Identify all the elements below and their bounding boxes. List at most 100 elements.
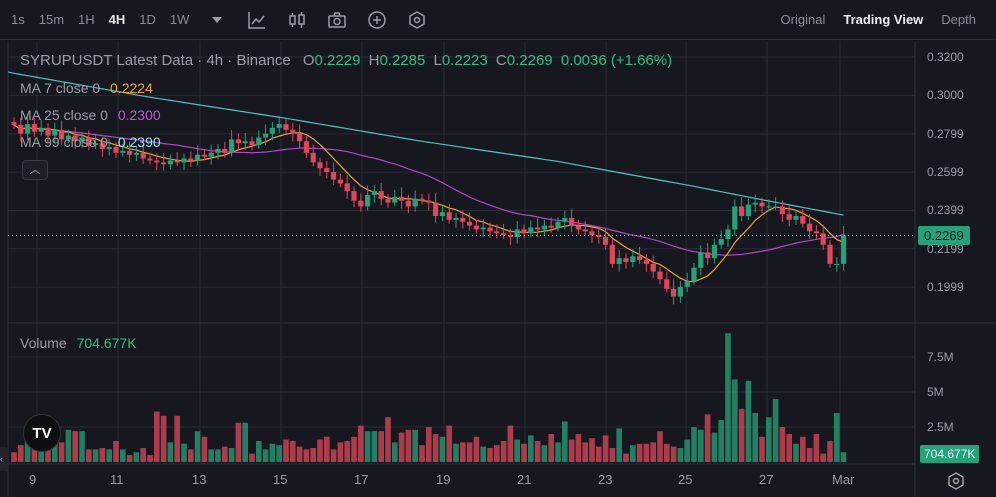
- volume-bar: [86, 449, 92, 462]
- low-value: 0.2223: [441, 52, 488, 69]
- ma99-legend[interactable]: MA 99 close 0 0.2390: [20, 134, 161, 150]
- volume-bar: [840, 452, 847, 462]
- volume-bar: [555, 442, 561, 462]
- volume-bar: [827, 441, 833, 462]
- ma99-line: [13, 72, 844, 216]
- volume-tick: 2.5M: [927, 420, 954, 434]
- candle-body: [548, 225, 554, 228]
- volume-bar: [698, 429, 704, 462]
- volume-bar: [534, 441, 541, 462]
- view-depth[interactable]: Depth: [941, 12, 976, 27]
- volume-bar: [133, 452, 140, 462]
- candle-body: [473, 225, 479, 230]
- timeframe-1w[interactable]: 1W: [169, 12, 190, 27]
- candle-body: [569, 217, 575, 226]
- scroll-left-button[interactable]: ‹: [0, 447, 8, 471]
- tradingview-logo[interactable]: TV: [23, 414, 61, 452]
- volume-bar: [52, 435, 58, 462]
- volume-bar: [677, 448, 684, 462]
- candle-body: [242, 141, 248, 144]
- chart-settings-icon[interactable]: [946, 471, 966, 496]
- volume-bar: [473, 436, 480, 462]
- volume-bar: [194, 431, 201, 462]
- volume-bar: [276, 445, 282, 462]
- indicators-icon[interactable]: [246, 9, 268, 31]
- candle-body: [120, 150, 126, 153]
- view-trading-view[interactable]: Trading View: [843, 12, 924, 27]
- candle-body: [188, 158, 194, 161]
- candle-body: [344, 183, 350, 192]
- volume-bar: [208, 449, 214, 462]
- volume-bar: [813, 434, 820, 462]
- volume-bar: [58, 442, 65, 462]
- volume-bar: [759, 436, 765, 462]
- volume-bar: [317, 439, 323, 462]
- candle-body: [256, 137, 262, 146]
- chevron-down-icon[interactable]: [206, 9, 228, 31]
- volume-bar: [310, 448, 316, 462]
- volume-bar: [487, 448, 493, 462]
- ma25-legend[interactable]: MA 25 close 0 0.2300: [20, 107, 161, 123]
- candle-body: [467, 221, 473, 226]
- candle-body: [86, 137, 92, 146]
- volume-bar: [160, 415, 167, 462]
- toolbar: 1s 15m 1H 4H 1D 1W Original Trading View…: [0, 0, 996, 40]
- candle-body: [460, 217, 466, 222]
- volume-bar: [290, 441, 296, 462]
- candle-body: [249, 141, 255, 146]
- volume-bar: [120, 449, 126, 462]
- candle-body: [494, 231, 500, 234]
- volume-bar: [507, 425, 514, 462]
- settings-hex-icon[interactable]: [406, 9, 428, 31]
- candle-body: [603, 237, 609, 245]
- candle-body: [433, 202, 439, 217]
- volume-bar: [446, 425, 452, 462]
- camera-icon[interactable]: [326, 9, 348, 31]
- add-circle-icon[interactable]: [366, 9, 388, 31]
- open-value: 0.2229: [314, 52, 361, 69]
- candle-body: [677, 286, 683, 297]
- ma99-label: MA 99 close 0: [20, 134, 108, 150]
- volume-bar: [222, 446, 228, 462]
- candle-body: [609, 244, 615, 264]
- time-tick: Mar: [832, 472, 855, 487]
- view-original[interactable]: Original: [780, 12, 826, 27]
- time-tick: 25: [678, 472, 693, 487]
- timeframe-4h[interactable]: 4H: [108, 12, 126, 27]
- volume-bar: [453, 443, 459, 462]
- candle-body: [337, 179, 343, 184]
- candle-body: [412, 198, 418, 207]
- candle-body: [18, 125, 24, 134]
- price-tick: 0.3200: [927, 50, 964, 64]
- volume-bar: [92, 449, 99, 462]
- timeframe-15m[interactable]: 15m: [38, 12, 65, 27]
- candle-body: [575, 225, 581, 230]
- volume-bar: [154, 411, 160, 462]
- view-switcher: Original Trading View Depth: [781, 12, 976, 27]
- ma7-legend[interactable]: MA 7 close 0 0.2224: [20, 80, 153, 96]
- candle-body: [154, 160, 160, 163]
- candle-body: [290, 129, 296, 134]
- volume-bar: [249, 453, 255, 462]
- volume-bar: [718, 420, 724, 462]
- candle-body: [25, 124, 31, 134]
- candle-body: [208, 152, 214, 157]
- candle-body: [11, 122, 17, 126]
- candle-body: [331, 171, 337, 180]
- candle-body: [793, 216, 799, 220]
- candle-body: [201, 154, 207, 157]
- volume-bar: [623, 453, 629, 462]
- collapse-legend-button[interactable]: ︿: [22, 160, 48, 180]
- volume-bar: [385, 417, 391, 462]
- candle-body: [664, 279, 670, 289]
- ma7-value: 0.2224: [110, 80, 153, 96]
- candle-body: [31, 124, 37, 132]
- timeframe-1h[interactable]: 1H: [78, 12, 95, 27]
- volume-bar: [582, 442, 588, 462]
- candle-body: [405, 200, 411, 207]
- candle-body: [630, 256, 636, 263]
- timeframe-1d[interactable]: 1D: [139, 12, 156, 27]
- timeframe-1s[interactable]: 1s: [11, 12, 25, 27]
- candle-type-icon[interactable]: [286, 9, 308, 31]
